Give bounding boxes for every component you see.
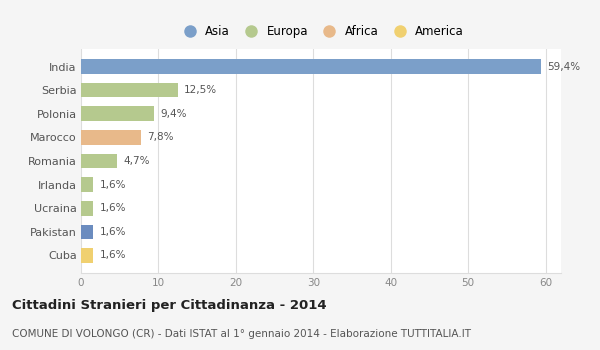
Text: 9,4%: 9,4% <box>160 109 187 119</box>
Bar <box>81 106 154 121</box>
Text: Cittadini Stranieri per Cittadinanza - 2014: Cittadini Stranieri per Cittadinanza - 2… <box>12 299 326 312</box>
Bar <box>81 83 178 97</box>
Text: 4,7%: 4,7% <box>124 156 150 166</box>
Bar <box>81 225 94 239</box>
Text: 59,4%: 59,4% <box>547 62 580 71</box>
Bar <box>81 154 118 168</box>
Text: 1,6%: 1,6% <box>100 203 126 213</box>
Legend: Asia, Europa, Africa, America: Asia, Europa, Africa, America <box>175 21 467 41</box>
Text: 7,8%: 7,8% <box>148 132 174 142</box>
Text: 1,6%: 1,6% <box>100 251 126 260</box>
Bar <box>81 177 94 192</box>
Text: 12,5%: 12,5% <box>184 85 217 95</box>
Text: 1,6%: 1,6% <box>100 180 126 190</box>
Bar <box>81 201 94 216</box>
Bar <box>81 130 142 145</box>
Text: 1,6%: 1,6% <box>100 227 126 237</box>
Text: COMUNE DI VOLONGO (CR) - Dati ISTAT al 1° gennaio 2014 - Elaborazione TUTTITALIA: COMUNE DI VOLONGO (CR) - Dati ISTAT al 1… <box>12 329 471 339</box>
Bar <box>81 59 541 74</box>
Bar <box>81 248 94 263</box>
